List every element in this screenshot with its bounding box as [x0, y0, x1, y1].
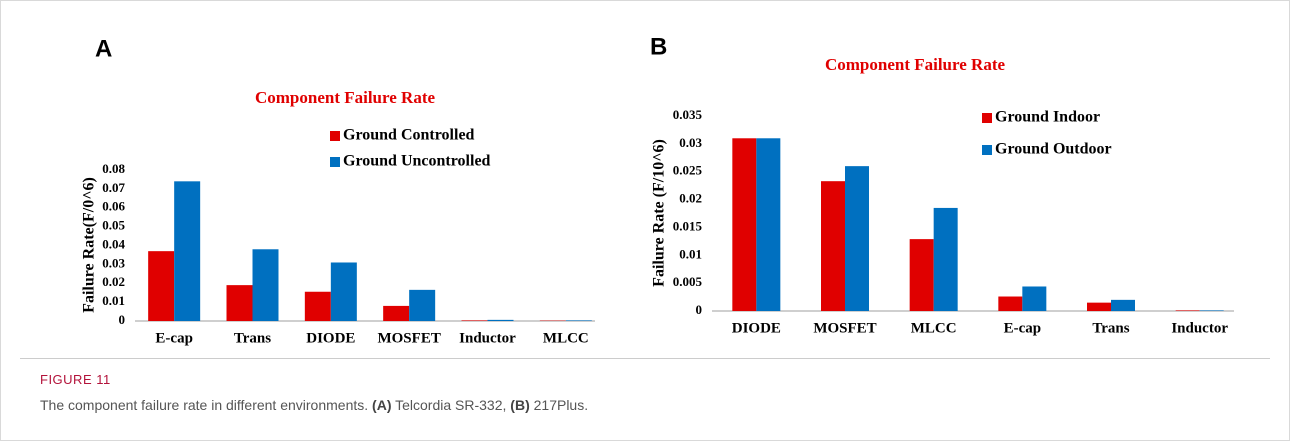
legend-label: Ground Controlled — [343, 127, 475, 144]
caption-text: The component failure rate in different … — [40, 397, 373, 413]
legend-label: Ground Outdoor — [995, 141, 1112, 158]
y-tick-label: 0.01 — [679, 246, 702, 261]
bar — [226, 285, 253, 321]
y-tick-label: 0 — [696, 302, 703, 317]
y-axis-label: Failure Rate (F/10^6) — [651, 139, 668, 287]
caption: The component failure rate in different … — [40, 397, 588, 413]
bar — [174, 181, 201, 321]
x-tick-label: Inductor — [1171, 320, 1228, 336]
x-tick-label: MLCC — [911, 320, 957, 336]
x-tick-label: MOSFET — [813, 320, 876, 336]
bar — [1111, 299, 1135, 311]
bar — [1022, 286, 1047, 311]
y-tick-label: 0.005 — [673, 274, 703, 289]
bar — [998, 296, 1023, 311]
caption-label: FIGURE 11 — [40, 372, 111, 387]
chart-title: Component Failure Rate — [255, 88, 436, 107]
caption-text: 217Plus. — [529, 397, 589, 413]
panel-letter: B — [650, 33, 667, 60]
panel-letter: A — [95, 35, 112, 62]
x-tick-label: E-cap — [1004, 320, 1042, 336]
bar — [1175, 310, 1200, 311]
x-tick-label: MLCC — [543, 330, 589, 346]
y-tick-label: 0.05 — [102, 218, 125, 233]
y-tick-label: 0.025 — [673, 163, 703, 178]
x-tick-label: Trans — [234, 330, 271, 346]
legend-swatch — [982, 113, 992, 123]
y-tick-label: 0 — [119, 312, 126, 327]
bar — [756, 138, 781, 311]
bar — [732, 138, 757, 311]
x-tick-label: DIODE — [306, 330, 355, 346]
caption-ref: (A) — [372, 397, 392, 413]
bar — [909, 239, 934, 311]
divider — [20, 358, 1270, 359]
bar — [461, 320, 488, 321]
legend-label: Ground Indoor — [995, 109, 1100, 126]
charts: A Component Failure Rate Failure Rate(F/0^… — [81, 33, 1234, 346]
legend-label: Ground Uncontrolled — [343, 153, 491, 170]
caption-ref: (B) — [510, 397, 530, 413]
y-tick-label: 0.03 — [679, 135, 702, 150]
x-tick-label: MOSFET — [377, 330, 440, 346]
bar — [148, 251, 175, 321]
x-tick-label: Trans — [1092, 320, 1129, 336]
chart-title: Component Failure Rate — [825, 55, 1006, 74]
x-tick-label: DIODE — [732, 320, 781, 336]
legend-swatch — [330, 131, 340, 141]
y-tick-label: 0.08 — [102, 161, 125, 176]
bar — [304, 291, 331, 321]
y-axis-label: Failure Rate(F/0^6) — [81, 177, 98, 313]
y-tick-label: 0.01 — [102, 293, 125, 308]
legend-swatch — [982, 145, 992, 155]
bar — [933, 207, 958, 311]
x-tick-label: Inductor — [459, 330, 516, 346]
bar — [1087, 302, 1111, 311]
bar — [252, 249, 279, 321]
y-tick-label: 0.02 — [102, 274, 125, 289]
bar — [409, 289, 436, 321]
bar — [383, 305, 410, 321]
legend-swatch — [330, 157, 340, 167]
bar — [487, 319, 514, 321]
y-tick-label: 0.03 — [102, 255, 125, 270]
y-tick-label: 0.035 — [673, 107, 703, 122]
bar — [845, 166, 869, 311]
bar — [821, 181, 845, 311]
y-tick-label: 0.015 — [673, 218, 703, 233]
bar — [330, 262, 357, 321]
y-tick-label: 0.04 — [102, 236, 125, 251]
y-tick-label: 0.06 — [102, 199, 125, 214]
bar — [565, 320, 592, 321]
bar — [1199, 310, 1224, 311]
y-tick-label: 0.02 — [679, 191, 702, 206]
y-tick-label: 0.07 — [102, 180, 125, 195]
x-tick-label: E-cap — [155, 330, 193, 346]
caption-text: Telcordia SR-332, — [391, 397, 511, 413]
